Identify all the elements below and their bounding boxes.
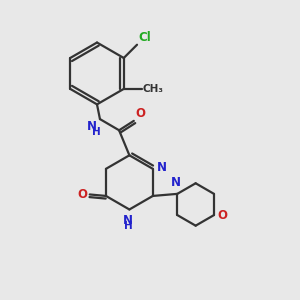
- Text: CH₃: CH₃: [143, 84, 164, 94]
- Text: N: N: [157, 160, 167, 174]
- Text: N: N: [123, 214, 133, 227]
- Text: Cl: Cl: [138, 31, 151, 44]
- Text: O: O: [77, 188, 87, 201]
- Text: O: O: [136, 107, 146, 120]
- Text: N: N: [86, 120, 96, 133]
- Text: H: H: [92, 127, 101, 137]
- Text: O: O: [217, 208, 227, 222]
- Text: N: N: [170, 176, 181, 190]
- Text: H: H: [124, 221, 132, 231]
